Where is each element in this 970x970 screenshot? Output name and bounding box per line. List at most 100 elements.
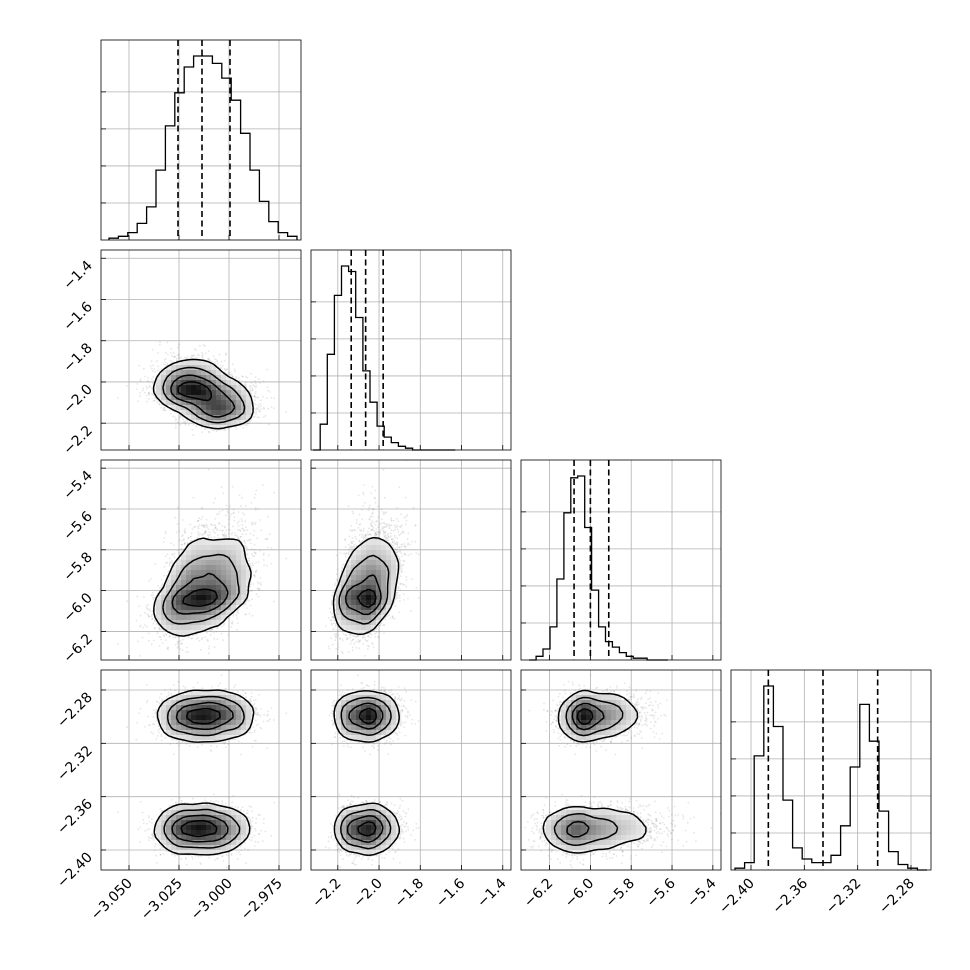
density-cell [226,410,232,416]
sample-dot [221,529,224,532]
sample-dot [157,352,159,354]
sample-dot [266,386,269,388]
sample-dot [254,376,257,378]
density-cell [181,410,187,416]
sample-dot [213,361,216,363]
sample-dot [258,410,261,413]
sample-dot [148,381,150,383]
sample-dot [257,404,260,406]
density-cell [221,400,227,406]
sample-dot [162,409,165,411]
density-cell [221,415,227,421]
sample-dot [220,360,223,363]
sample-dot [205,352,207,355]
sample-dot [241,375,244,378]
sample-dot [259,403,262,405]
sample-dot [117,397,119,399]
density-cell [231,385,237,391]
sample-dot [267,423,270,426]
density-cell [196,385,202,391]
sample-dot [180,357,183,360]
density-cell [211,375,217,381]
sample-dot [207,350,210,353]
sample-dot [184,420,187,423]
density-cell [171,365,177,371]
sample-dot [244,383,247,385]
density-cell [201,395,207,401]
panel-1-0-contour-3 [177,381,213,402]
density-cell [186,370,192,376]
sample-dot [254,382,257,384]
sample-dot [216,362,219,365]
density-cell [221,405,227,411]
density-cell [196,410,202,416]
sample-dot [163,359,166,361]
sample-dot [174,416,176,419]
density-cell [176,360,182,366]
density-cell [216,400,222,406]
sample-dot [251,389,254,392]
density-cell [191,400,197,406]
sample-dot [164,358,167,360]
sample-dot [208,430,210,433]
density-cell [221,395,227,401]
density-cell [246,410,252,416]
panel-1-0-contour-1 [162,366,246,424]
sample-dot [170,352,172,354]
sample-dot [233,368,236,371]
sample-dot [150,387,153,389]
density-cell [201,370,207,376]
sample-dot [171,360,174,363]
sample-dot [179,415,182,417]
density-cell [201,385,207,391]
density-cell [206,380,212,386]
sample-dot [192,434,195,436]
sample-dot [254,391,257,393]
hist-panel-0 [100,39,302,241]
density-cell [166,385,172,391]
panel-1-0-frame [100,249,302,451]
sample-dot [171,415,174,418]
density-cell [201,415,207,421]
hist-1-frame [310,249,512,451]
sample-dot [163,407,166,410]
sample-dot [163,406,166,409]
density-cell [211,380,217,386]
sample-dot [156,401,159,403]
sample-dot [204,345,206,347]
sample-dot [139,392,141,394]
sample-dot [249,385,251,388]
sample-dot [142,387,145,390]
sample-dot [152,382,154,385]
density-cell [156,380,162,386]
sample-dot [195,349,198,351]
density-cell [241,415,247,421]
sample-dot [267,389,269,392]
density-cell [206,390,212,396]
sample-dot [257,396,260,399]
sample-dot [151,348,154,351]
density-cell [246,415,252,421]
density-cell [161,400,167,406]
density-cell [171,370,177,376]
sample-dot [257,378,260,381]
sample-dot [254,506,257,509]
sample-dot [158,343,161,346]
sample-dot [197,353,200,356]
sample-dot [214,358,217,361]
sample-dot [164,361,167,364]
sample-dot [257,409,260,411]
sample-dot [246,376,249,379]
sample-dot [256,396,258,399]
sample-dot [138,364,141,367]
sample-dot [135,388,138,390]
density-cell [176,370,182,376]
sample-dot [237,537,240,540]
sample-dot [253,408,256,410]
sample-dot [184,422,187,425]
density-cell [221,420,227,426]
sample-dot [262,395,264,398]
sample-dot [201,355,204,358]
sample-dot [248,421,251,423]
density-cell [206,420,212,426]
